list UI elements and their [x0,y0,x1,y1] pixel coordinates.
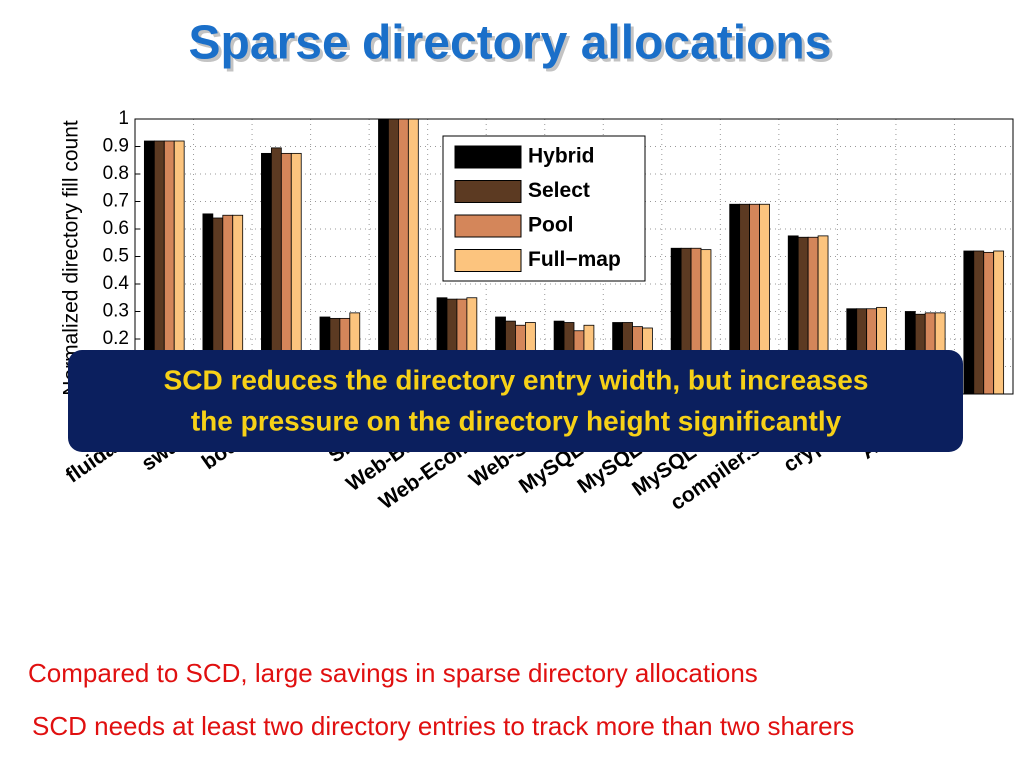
callout-box [68,350,963,452]
legend-swatch [454,180,522,203]
y-tick-label: 1 [118,108,129,129]
y-tick-label: 0.8 [103,163,129,184]
bar [963,250,975,395]
bar [993,250,1005,395]
y-tick-label: 0.3 [103,301,129,322]
callout-layer: SCD reduces the directory entry width, b… [68,350,963,452]
y-tick-label: 0.7 [103,191,129,212]
note: SCD needs at least two directory entries… [32,711,854,741]
y-tick-label: 0.5 [103,246,129,267]
legend-label: Hybrid [528,145,595,168]
legend-swatch [454,145,522,169]
bar [973,250,985,395]
bar [983,251,995,395]
y-axis-label: Normalized directory fill count [60,120,83,396]
legend-label: Pool [528,214,574,237]
legend-swatch [454,249,522,272]
callout-text: SCD reduces the directory entry width, b… [164,364,869,395]
note: Compared to SCD, large savings in sparse… [28,658,758,688]
title-shadow: Sparse directory allocations [192,20,835,73]
callout-text: the pressure on the directory height sig… [191,405,842,436]
slide-title: Sparse directory allocations [189,17,832,70]
y-tick-label: 0.9 [103,136,129,157]
y-tick-label: 0.4 [103,273,130,294]
y-tick-label: 0.2 [103,328,129,349]
y-tick-label: 0.6 [103,218,129,239]
plot: 00.10.20.30.40.50.60.70.80.91fluidanimat… [62,108,1014,515]
legend-swatch [454,214,522,238]
legend-label: Full−map [528,248,621,271]
legend-label: Select [528,179,590,202]
